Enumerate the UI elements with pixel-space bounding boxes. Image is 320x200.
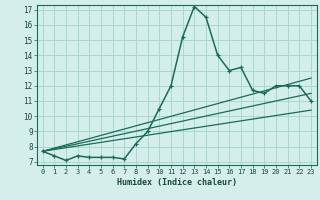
X-axis label: Humidex (Indice chaleur): Humidex (Indice chaleur)	[117, 178, 237, 187]
